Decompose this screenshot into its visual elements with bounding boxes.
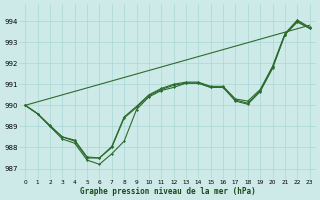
X-axis label: Graphe pression niveau de la mer (hPa): Graphe pression niveau de la mer (hPa) bbox=[80, 187, 255, 196]
